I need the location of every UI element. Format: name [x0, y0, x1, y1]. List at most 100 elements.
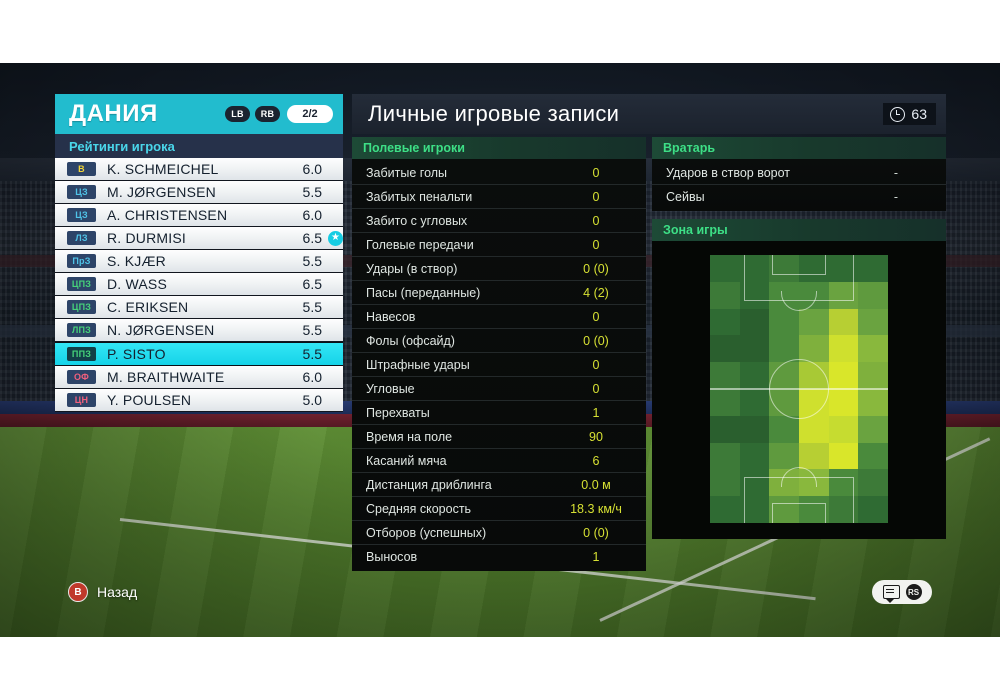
player-name: R. DURMISI — [107, 230, 186, 246]
player-row[interactable]: ЦН Y. POULSEN 5.0 — [55, 389, 343, 412]
player-row[interactable]: ПрЗ S. KJÆR 5.5 — [55, 250, 343, 273]
heatmap-cell — [799, 335, 829, 363]
stat-value: 0 — [592, 165, 600, 180]
position-badge: ЛЗ — [67, 231, 96, 245]
heatmap-heading-label: Зона игры — [663, 223, 728, 237]
player-ratings-heading-label: Рейтинги игрока — [69, 138, 175, 154]
goalkeeper-stats-list: Ударов в створ ворот - Сейвы - — [652, 159, 946, 211]
player-rating: 5.5 — [302, 322, 322, 338]
player-name: M. JØRGENSEN — [107, 184, 216, 200]
heatmap-cell — [710, 415, 740, 443]
player-row[interactable]: ЦЗ A. CHRISTENSEN 6.0 — [55, 204, 343, 227]
center-circle — [769, 359, 829, 419]
heatmap-cell — [769, 255, 799, 282]
stat-row: Сейвы - — [652, 185, 946, 208]
heatmap-cell — [799, 415, 829, 443]
heatmap-cell — [769, 496, 799, 523]
man-of-the-match-star-icon: ★ — [328, 230, 343, 246]
heatmap-cell — [828, 389, 859, 416]
player-row[interactable]: ЛЗ R. DURMISI 6.5 ★ — [55, 227, 343, 250]
stat-row: Голевые передачи 0 — [352, 233, 646, 257]
heatmap-cell — [828, 362, 859, 389]
heatmap-cell — [858, 362, 888, 389]
heatmap-cell — [710, 442, 740, 470]
heatmap-cell — [710, 389, 740, 416]
player-row[interactable]: ЛПЗ N. JØRGENSEN 5.5 — [55, 319, 343, 342]
player-row[interactable]: ЦЗ M. JØRGENSEN 5.5 — [55, 181, 343, 204]
position-badge: ППЗ — [67, 347, 96, 361]
heatmap-cell — [799, 308, 829, 336]
heatmap-cell — [710, 281, 740, 309]
stat-row: Забито с угловых 0 — [352, 209, 646, 233]
heatmap-cell — [799, 496, 829, 523]
stat-row: Средняя скорость 18.3 км/ч — [352, 497, 646, 521]
player-row[interactable]: ППЗ P. SISTO 5.5 — [55, 342, 343, 366]
player-row[interactable]: В K. SCHMEICHEL 6.0 — [55, 158, 343, 181]
heatmap-cell — [769, 308, 799, 336]
heatmap-cell — [828, 442, 859, 470]
heatmap-cell — [858, 308, 888, 336]
stat-value: 0 (0) — [583, 525, 609, 540]
records-header: Личные игровые записи 63 — [352, 94, 946, 134]
chat-icon — [882, 584, 900, 603]
player-rating: 5.5 — [302, 253, 322, 269]
lb-bumper-button[interactable]: LB — [225, 106, 250, 122]
player-row[interactable]: ЦПЗ C. ERIKSEN 5.5 — [55, 296, 343, 319]
pitch-heatmap — [710, 255, 888, 523]
stat-value: 0 — [592, 189, 600, 204]
heatmap-cell — [739, 442, 770, 470]
player-rating: 6.5 — [302, 276, 322, 292]
page-indicator: 2/2 — [287, 105, 333, 123]
position-badge: ПрЗ — [67, 254, 96, 268]
stat-label: Голевые передачи — [366, 237, 474, 252]
stat-label: Забито с угловых — [366, 213, 468, 228]
heatmap-heading: Зона игры — [652, 219, 946, 241]
stat-label: Дистанция дриблинга — [366, 477, 492, 492]
heatmap-cell — [799, 442, 829, 470]
stat-label: Отборов (успешных) — [366, 525, 487, 540]
stat-row: Ударов в створ ворот - — [652, 161, 946, 185]
stat-value: - — [893, 165, 899, 180]
heatmap-cell — [739, 389, 770, 416]
player-rating: 5.0 — [302, 392, 322, 408]
player-name: Y. POULSEN — [107, 392, 192, 408]
heatmap-cell — [858, 281, 888, 309]
heatmap-cell — [858, 496, 888, 523]
heatmap-cell — [858, 255, 888, 282]
stat-row: Перехваты 1 — [352, 401, 646, 425]
back-button[interactable]: B Назад — [68, 582, 137, 602]
stat-value: 90 — [589, 429, 603, 444]
player-rating: 5.5 — [302, 346, 322, 362]
letterbox-bottom — [0, 637, 1000, 700]
stat-value: 0 — [592, 213, 600, 228]
six-yard-box-bottom — [772, 503, 826, 523]
player-row[interactable]: ОФ M. BRAITHWAITE 6.0 — [55, 366, 343, 389]
stat-value: 1 — [592, 405, 600, 420]
stat-label: Средняя скорость — [366, 501, 472, 516]
position-badge: В — [67, 162, 96, 176]
stat-label: Забитые голы — [366, 165, 448, 180]
heatmap-cell — [769, 335, 799, 363]
rb-bumper-button[interactable]: RB — [255, 106, 280, 122]
player-rating: 5.5 — [302, 299, 322, 315]
team-header: ДАНИЯ LB RB 2/2 — [55, 94, 343, 134]
stat-label: Сейвы — [666, 189, 705, 204]
stick-hint-pill[interactable]: RS — [872, 580, 932, 604]
back-button-label: Назад — [97, 584, 138, 600]
player-name: P. SISTO — [107, 346, 166, 362]
match-timer-value: 63 — [911, 106, 927, 122]
stat-value: 0 — [592, 309, 600, 324]
outfield-heading-label: Полевые игроки — [363, 141, 465, 155]
heatmap-cell — [858, 415, 888, 443]
goalkeeper-heading: Вратарь — [652, 137, 946, 159]
player-row[interactable]: ЦПЗ D. WASS 6.5 — [55, 273, 343, 296]
heatmap-cell — [710, 469, 740, 497]
player-name: S. KJÆR — [107, 253, 166, 269]
heatmap-cell — [739, 335, 770, 363]
stat-label: Удары (в створ) — [366, 261, 458, 276]
stat-label: Выносов — [366, 549, 418, 564]
heatmap-cell — [799, 255, 829, 282]
player-list: В K. SCHMEICHEL 6.0 ЦЗ M. JØRGENSEN 5.5 ЦЗ A. C… — [55, 158, 343, 412]
heatmap-cell — [769, 415, 799, 443]
